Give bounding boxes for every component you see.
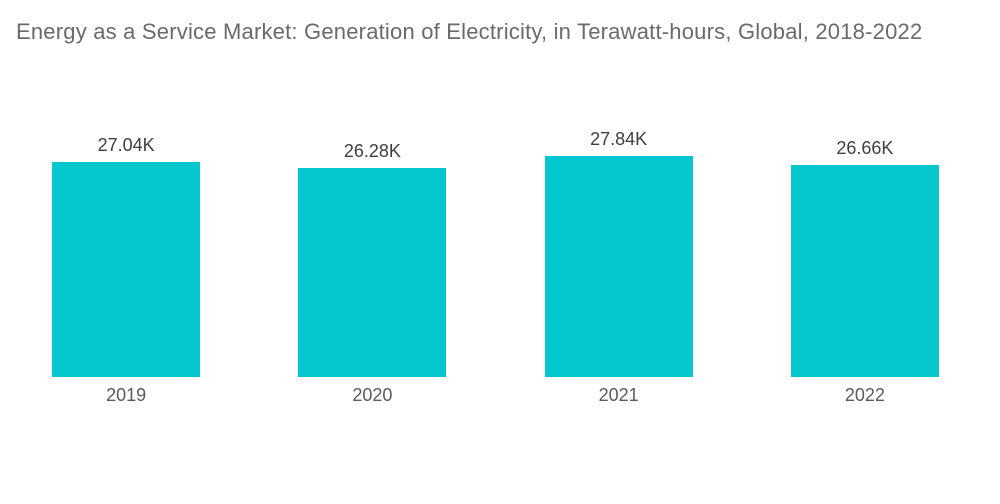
bar-2022 (790, 165, 939, 377)
bar-value-label: 26.28K (343, 141, 401, 161)
bar-stack: 27.04K (3, 0, 249, 377)
bar-2019 (52, 162, 201, 377)
bar-group: 26.66K 2022 (742, 0, 988, 504)
bar-stack: 26.28K (249, 0, 495, 377)
bar-stack: 26.66K (742, 0, 988, 377)
bar-category-label: 2021 (598, 385, 639, 405)
bar-group: 27.84K 2021 (496, 0, 742, 504)
bar-stack: 27.84K (496, 0, 742, 377)
bar-value-label: 27.84K (590, 129, 648, 149)
bar-value-label: 26.66K (836, 138, 894, 158)
bar-category-label: 2020 (352, 385, 393, 405)
bar-value-label: 27.04K (97, 135, 155, 155)
bar-category-label: 2019 (106, 385, 147, 405)
chart-title: Energy as a Service Market: Generation o… (16, 19, 923, 44)
bar-category-label: 2022 (844, 385, 885, 405)
bar-2021 (544, 156, 693, 377)
bar-group: 26.28K 2020 (249, 0, 495, 504)
plot-area: 27.04K 2019 26.28K 2020 27.84K 2021 26.66K 2022 (3, 0, 988, 504)
bar-2020 (298, 168, 447, 377)
bar-group: 27.04K 2019 (3, 0, 249, 504)
